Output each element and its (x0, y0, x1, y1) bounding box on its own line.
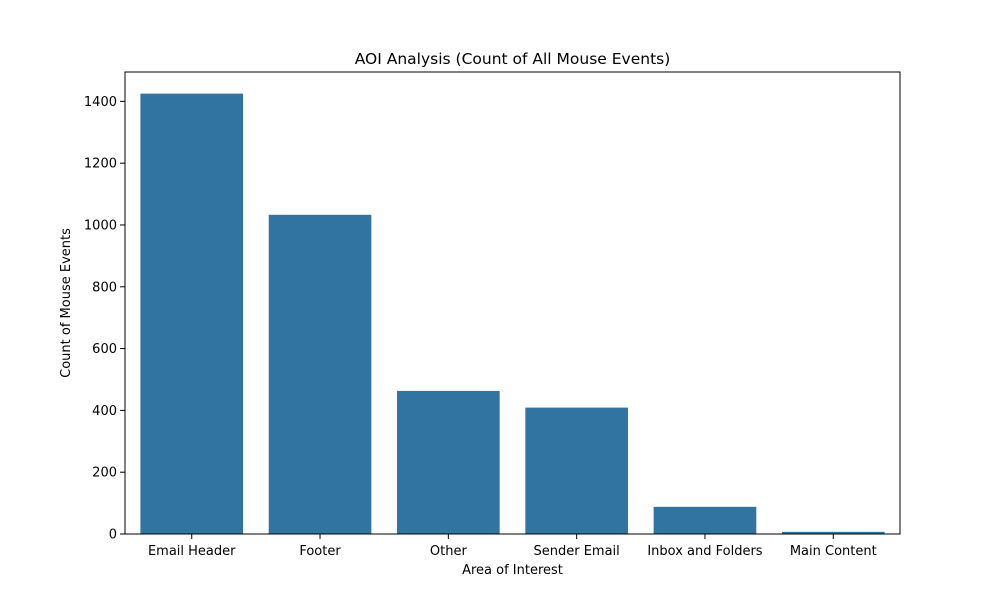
chart-title: AOI Analysis (Count of All Mouse Events) (355, 50, 671, 68)
y-tick-label: 0 (109, 528, 117, 543)
x-tick-label: Inbox and Folders (647, 544, 762, 559)
y-tick-label: 800 (92, 280, 117, 295)
x-axis-label: Area of Interest (462, 563, 563, 578)
x-tick-label: Sender Email (534, 544, 620, 559)
bar-main-content (781, 531, 885, 534)
bar-footer (268, 214, 372, 534)
y-tick-label: 1200 (84, 157, 117, 172)
bar-email-header (140, 93, 244, 534)
bar-inbox-and-folders (653, 506, 757, 534)
y-axis: 0 200 400 600 800 1000 1200 1400 (84, 95, 125, 543)
y-tick-label: 1400 (84, 95, 117, 110)
y-tick-label: 400 (92, 404, 117, 419)
x-tick-label: Other (430, 544, 468, 559)
x-axis: Email Header Footer Other Sender Email Inbox… (148, 534, 877, 559)
bars-group (140, 93, 885, 534)
bar-other (397, 390, 500, 534)
y-tick-label: 600 (92, 342, 117, 357)
y-tick-label: 200 (92, 466, 117, 481)
y-tick-label: 1000 (84, 218, 117, 233)
x-tick-label: Footer (299, 544, 341, 559)
y-axis-label: Count of Mouse Events (59, 228, 74, 378)
plot-frame (124, 71, 901, 535)
x-tick-label: Email Header (148, 544, 236, 559)
bar-sender-email (525, 407, 628, 534)
x-tick-label: Main Content (790, 544, 877, 559)
